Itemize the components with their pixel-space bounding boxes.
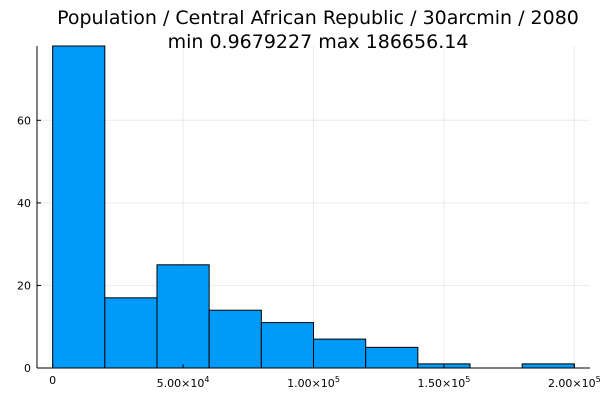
histogram-bar xyxy=(104,297,158,369)
chart-subtitle: min 0.9679227 max 186656.14 xyxy=(168,31,469,53)
histogram-bar xyxy=(260,322,315,369)
x-axis-ticks: 0 5.00×104 1.00×105 1.50×105 2.00×105 xyxy=(49,364,600,390)
x-tick-label: 0 xyxy=(49,374,56,387)
x-tick-label: 1.50×105 xyxy=(418,375,471,390)
histogram-bar xyxy=(365,346,419,369)
histogram-bar xyxy=(313,338,367,369)
histogram-bar xyxy=(521,363,575,369)
x-tick-label: 1.00×105 xyxy=(287,375,340,390)
histogram-bar xyxy=(208,309,262,369)
histogram-bar xyxy=(156,264,210,369)
x-tick-label: 5.00×104 xyxy=(157,375,210,390)
chart-title: Population / Central African Republic / … xyxy=(57,7,579,29)
x-tick-label: 2.00×105 xyxy=(548,375,600,390)
histogram-bars xyxy=(52,45,575,369)
y-tick-label: 20 xyxy=(17,279,31,292)
y-tick-label: 0 xyxy=(24,362,31,375)
y-tick-label: 60 xyxy=(17,114,31,127)
y-axis-ticks: 0 20 40 60 xyxy=(17,114,41,375)
histogram-bar xyxy=(52,45,106,369)
y-tick-label: 40 xyxy=(17,197,31,210)
